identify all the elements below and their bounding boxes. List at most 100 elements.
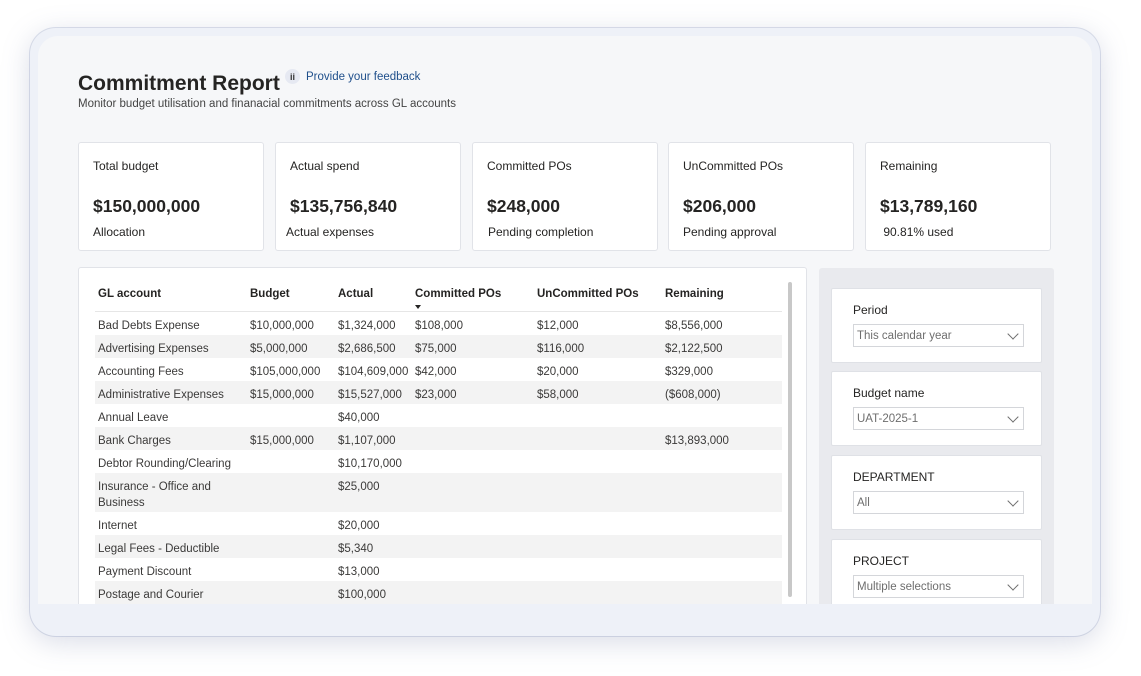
budget-name-dropdown[interactable]: UAT-2025-1 <box>853 407 1024 430</box>
chevron-down-icon <box>1007 495 1019 507</box>
table-row[interactable]: Annual Leave $40,000 <box>95 404 782 427</box>
kpi-label: Total budget <box>93 159 159 173</box>
table-row[interactable]: Legal Fees - Deductible $5,340 <box>95 535 782 558</box>
project-dropdown[interactable]: Multiple selections <box>853 575 1024 598</box>
cell-budget: $5,000,000 <box>250 343 308 355</box>
feedback-link[interactable]: ii Provide your feedback <box>285 69 420 84</box>
cell-actual: $2,686,500 <box>338 343 396 355</box>
cell-actual: $1,107,000 <box>338 435 396 447</box>
budget-name-slicer: Budget name UAT-2025-1 <box>831 371 1042 446</box>
table-row[interactable]: Insurance - Office and Business $25,000 <box>95 473 782 512</box>
cell-uncommitted: $20,000 <box>537 366 579 378</box>
cell-committed: $42,000 <box>415 366 457 378</box>
slicer-label: Period <box>853 303 888 317</box>
kpi-sub: Pending completion <box>488 225 594 239</box>
slicer-label: Budget name <box>853 386 925 400</box>
cell-gl-account: Internet <box>98 520 137 532</box>
kpi-label: UnCommitted POs <box>683 159 784 173</box>
dropdown-value: UAT-2025-1 <box>857 413 919 425</box>
table-row[interactable]: Postage and Courier $100,000 <box>95 581 782 604</box>
cell-gl-account: Insurance - Office and Business <box>98 481 211 509</box>
kpi-card-total-budget: Total budget $150,000,000 Allocation <box>78 142 264 251</box>
cell-gl-account: Administrative Expenses <box>98 389 224 401</box>
cell-gl-account: Payment Discount <box>98 566 192 578</box>
filter-pane: Period This calendar year Budget name UA… <box>819 268 1054 604</box>
cell-remaining: $2,122,500 <box>665 343 723 355</box>
column-header-remaining[interactable]: Remaining <box>665 288 724 300</box>
cell-actual: $20,000 <box>338 520 380 532</box>
table-row[interactable]: Administrative Expenses $15,000,000 $15,… <box>95 381 782 404</box>
dropdown-value: This calendar year <box>857 330 952 342</box>
kpi-sub: Allocation <box>93 225 146 239</box>
column-header-uncommitted-pos[interactable]: UnCommitted POs <box>537 288 639 300</box>
cell-actual: $100,000 <box>338 589 386 601</box>
dropdown-value: All <box>857 497 870 509</box>
cell-gl-account: Debtor Rounding/Clearing <box>98 458 231 470</box>
cell-remaining: $329,000 <box>665 366 713 378</box>
table-body: Bad Debts Expense $10,000,000 $1,324,000… <box>95 312 782 604</box>
feedback-link-label[interactable]: Provide your feedback <box>306 70 421 83</box>
department-slicer: DEPARTMENT All <box>831 455 1042 530</box>
sort-descending-icon <box>415 305 421 309</box>
cell-committed: $75,000 <box>415 343 457 355</box>
table-row[interactable]: Bad Debts Expense $10,000,000 $1,324,000… <box>95 312 782 335</box>
chevron-down-icon <box>1007 328 1019 340</box>
cell-budget: $15,000,000 <box>250 435 314 447</box>
table-row[interactable]: Bank Charges $15,000,000 $1,107,000 $13,… <box>95 427 782 450</box>
table-row[interactable]: Payment Discount $13,000 <box>95 558 782 581</box>
kpi-label: Remaining <box>880 159 938 173</box>
cell-committed: $23,000 <box>415 389 457 401</box>
cell-gl-account: Postage and Courier <box>98 589 204 601</box>
table-row[interactable]: Advertising Expenses $5,000,000 $2,686,5… <box>95 335 782 358</box>
cell-gl-account: Annual Leave <box>98 412 169 424</box>
slicer-label: DEPARTMENT <box>853 470 935 484</box>
kpi-label: Committed POs <box>487 159 572 173</box>
table-row[interactable]: Accounting Fees $105,000,000 $104,609,00… <box>95 358 782 381</box>
gl-account-table: GL account Budget Actual Committed POs U… <box>78 267 807 604</box>
column-header-committed-pos[interactable]: Committed POs <box>415 288 502 300</box>
cell-actual: $40,000 <box>338 412 380 424</box>
column-header-gl-account[interactable]: GL account <box>98 288 162 300</box>
cell-actual: $104,609,000 <box>338 366 409 378</box>
cell-gl-account: Accounting Fees <box>98 366 184 378</box>
cell-actual: $1,324,000 <box>338 320 396 332</box>
column-header-actual[interactable]: Actual <box>338 288 374 300</box>
cell-actual: $25,000 <box>338 481 380 493</box>
kpi-card-committed-pos: Committed POs $248,000 Pending completio… <box>472 142 658 251</box>
cell-budget: $10,000,000 <box>250 320 314 332</box>
table-row[interactable]: Debtor Rounding/Clearing $10,170,000 <box>95 450 782 473</box>
period-slicer: Period This calendar year <box>831 288 1042 363</box>
kpi-value: $248,000 <box>487 196 560 216</box>
kpi-card-uncommitted-pos: UnCommitted POs $206,000 Pending approva… <box>668 142 854 251</box>
kpi-value: $150,000,000 <box>93 196 201 216</box>
kpi-sub: 90.81% used <box>880 225 954 239</box>
chevron-down-icon <box>1007 579 1019 591</box>
cell-gl-account: Bank Charges <box>98 435 171 447</box>
kpi-card-remaining: Remaining $13,789,160 90.81% used <box>865 142 1051 251</box>
table-row[interactable]: Internet $20,000 <box>95 512 782 535</box>
column-header-budget[interactable]: Budget <box>250 288 290 300</box>
kpi-label: Actual spend <box>290 159 360 173</box>
cell-gl-account: Bad Debts Expense <box>98 320 200 332</box>
cell-actual: $15,527,000 <box>338 389 402 401</box>
project-slicer: PROJECT Multiple selections <box>831 539 1042 604</box>
page-title: Commitment Report <box>78 72 280 95</box>
cell-gl-account: Legal Fees - Deductible <box>98 543 220 555</box>
department-dropdown[interactable]: All <box>853 491 1024 514</box>
cell-uncommitted: $12,000 <box>537 320 579 332</box>
cell-uncommitted: $58,000 <box>537 389 579 401</box>
period-dropdown[interactable]: This calendar year <box>853 324 1024 347</box>
dropdown-value: Multiple selections <box>857 581 951 593</box>
cell-gl-account: Advertising Expenses <box>98 343 209 355</box>
kpi-sub: Actual expenses <box>286 225 375 239</box>
kpi-value: $13,789,160 <box>880 196 978 216</box>
table-scrollbar[interactable] <box>788 282 792 597</box>
cell-remaining: $13,893,000 <box>665 435 729 447</box>
kpi-value: $206,000 <box>683 196 756 216</box>
cell-budget: $105,000,000 <box>250 366 321 378</box>
cell-budget: $15,000,000 <box>250 389 314 401</box>
info-icon: ii <box>285 69 300 84</box>
cell-remaining: $8,556,000 <box>665 320 723 332</box>
cell-actual: $10,170,000 <box>338 458 402 470</box>
cell-actual: $13,000 <box>338 566 380 578</box>
